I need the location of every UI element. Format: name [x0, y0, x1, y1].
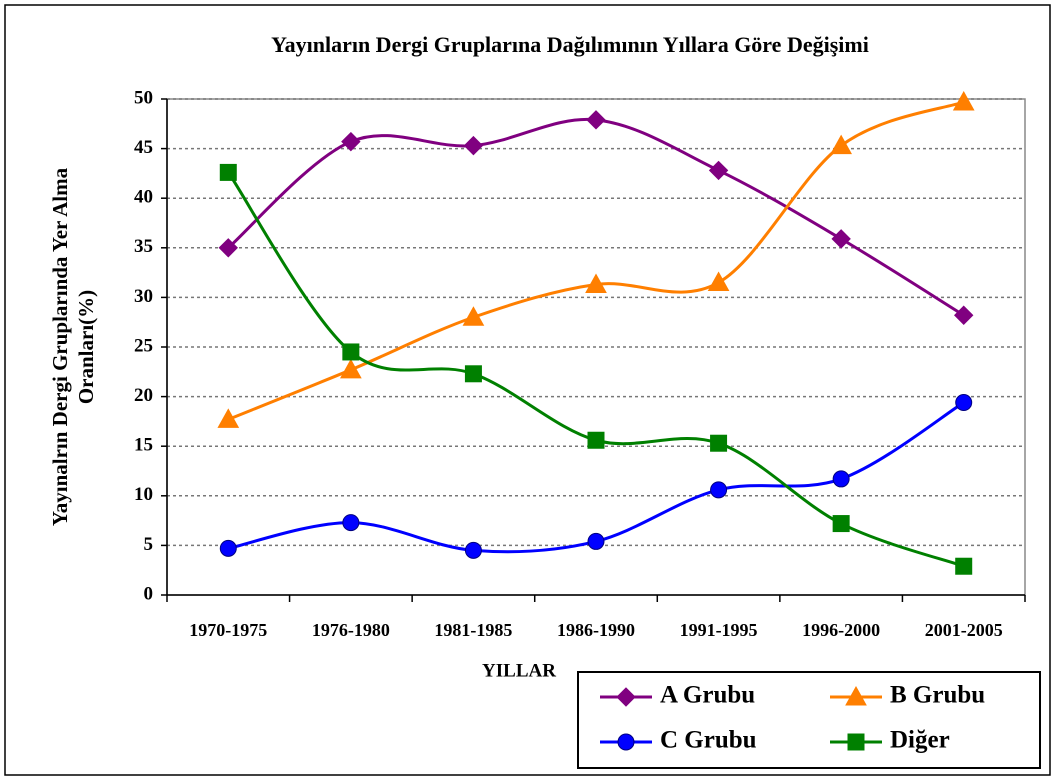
- y-tick-label: 30: [134, 286, 153, 307]
- legend-marker: [617, 733, 635, 751]
- data-point: [585, 273, 607, 294]
- y-tick-label: 25: [134, 335, 153, 356]
- y-tick-label: 5: [144, 534, 154, 555]
- y-tick-label: 15: [134, 435, 153, 456]
- legend-marker: [616, 687, 636, 707]
- data-point: [708, 160, 729, 181]
- legend-label: C Grubu: [660, 727, 757, 754]
- data-point: [952, 90, 975, 111]
- y-tick-label: 50: [134, 87, 153, 108]
- y-axis-label: Yayınalrın Dergi Gruplarında Yer Alma: [48, 167, 72, 526]
- y-tick-label: 0: [144, 583, 154, 604]
- data-point: [463, 135, 484, 156]
- data-point: [219, 163, 237, 181]
- data-point: [342, 343, 360, 361]
- legend-marker: [845, 685, 867, 706]
- data-point: [707, 271, 730, 292]
- x-tick-label: 1996-2000: [802, 620, 880, 640]
- data-point: [586, 110, 606, 130]
- legend-label: A Grubu: [660, 682, 755, 709]
- data-point: [955, 557, 973, 575]
- data-point: [587, 532, 605, 550]
- y-tick-label: 45: [134, 137, 153, 158]
- x-tick-label: 1970-1975: [189, 620, 267, 640]
- y-tick-label: 20: [134, 385, 153, 406]
- data-point: [710, 434, 728, 452]
- chart-title: Yayınların Dergi Gruplarına Dağılımının …: [271, 32, 869, 57]
- y-tick-label: 40: [134, 187, 153, 208]
- data-point: [831, 229, 851, 249]
- data-point: [587, 431, 605, 449]
- x-tick-label: 2001-2005: [925, 620, 1003, 640]
- data-point: [462, 306, 485, 326]
- data-point: [832, 470, 850, 488]
- x-tick-label: 1976-1980: [312, 620, 390, 640]
- data-point: [341, 131, 361, 152]
- x-tick-label: 1991-1995: [680, 620, 758, 640]
- x-axis-label: YILLAR: [482, 660, 556, 681]
- legend-label: B Grubu: [890, 682, 985, 709]
- data-point: [955, 394, 973, 412]
- legend-marker: [847, 733, 865, 751]
- y-axis-label: Oranları(%): [74, 290, 98, 404]
- data-point: [464, 541, 482, 559]
- legend-label: Diğer: [890, 727, 950, 754]
- data-point: [218, 238, 238, 258]
- y-tick-label: 35: [134, 236, 153, 257]
- legend-box: [577, 671, 1041, 769]
- data-point: [342, 514, 360, 532]
- x-tick-label: 1986-1990: [557, 620, 635, 640]
- data-point: [464, 365, 482, 383]
- data-point: [217, 408, 240, 428]
- data-point: [830, 134, 852, 155]
- data-point: [832, 515, 850, 533]
- data-point: [340, 358, 362, 379]
- data-point: [954, 305, 974, 325]
- data-point: [710, 481, 728, 499]
- x-tick-label: 1981-1985: [434, 620, 512, 640]
- y-tick-label: 10: [134, 484, 153, 505]
- data-point: [219, 539, 237, 557]
